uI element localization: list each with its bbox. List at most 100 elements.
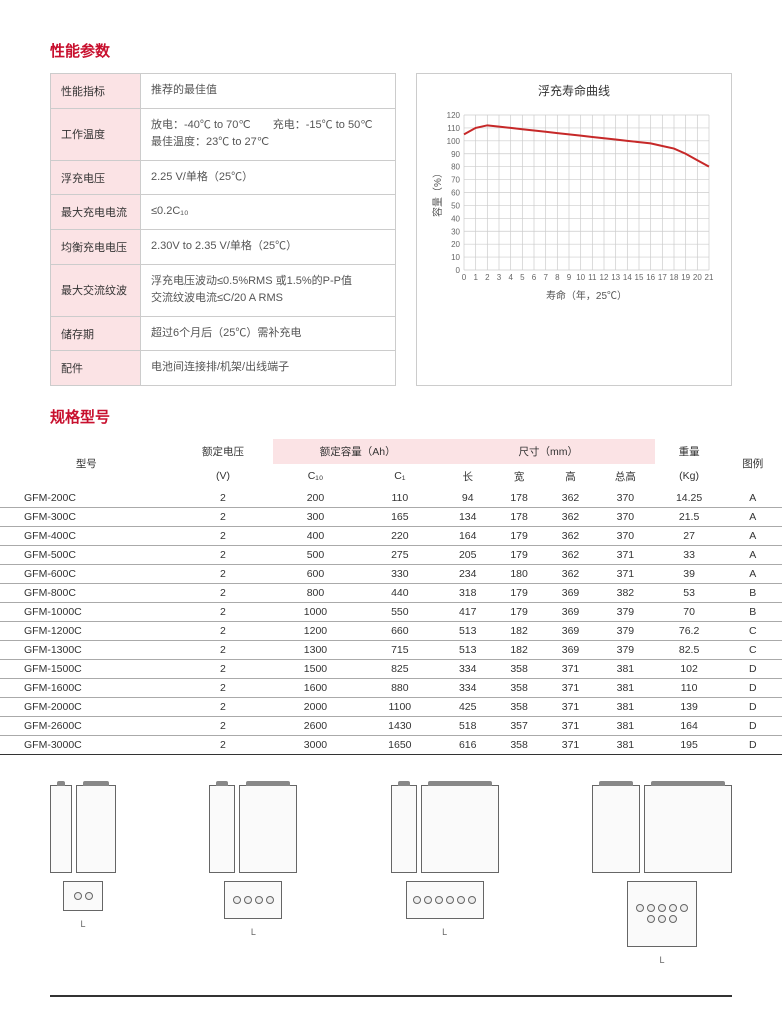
cell-width: 182 [493, 621, 544, 640]
svg-text:120: 120 [447, 111, 461, 120]
cell-voltage: 2 [173, 602, 274, 621]
cell-length: 234 [442, 564, 493, 583]
cell-weight: 70 [655, 602, 724, 621]
terminal-icon [680, 904, 688, 912]
param-key: 最大交流纹波 [51, 264, 141, 316]
col-legend: 图例 [724, 439, 782, 489]
cell-voltage: 2 [173, 659, 274, 678]
param-key: 浮充电压 [51, 160, 141, 195]
cell-legend: A [724, 507, 782, 526]
svg-text:10: 10 [451, 253, 460, 262]
diagram-side-view [76, 785, 116, 873]
svg-text:19: 19 [681, 273, 690, 282]
cell-length: 334 [442, 659, 493, 678]
param-value: 2.30V to 2.35 V/单格（25℃） [141, 229, 396, 264]
cell-c1: 440 [358, 583, 442, 602]
chart-title: 浮充寿命曲线 [429, 82, 719, 99]
terminal-icon [446, 896, 454, 904]
col-c1: C₁ [358, 464, 442, 489]
cell-width: 179 [493, 602, 544, 621]
param-key: 配件 [51, 351, 141, 386]
cell-length: 134 [442, 507, 493, 526]
cell-legend: D [724, 659, 782, 678]
cell-width: 182 [493, 640, 544, 659]
terminal-icon [647, 904, 655, 912]
terminal-icon [85, 892, 93, 900]
cell-legend: D [724, 678, 782, 697]
svg-text:11: 11 [588, 273, 597, 282]
cell-weight: 164 [655, 716, 724, 735]
diagram-unit: L [50, 785, 116, 965]
cell-voltage: 2 [173, 678, 274, 697]
cell-voltage: 2 [173, 545, 274, 564]
svg-text:110: 110 [447, 124, 460, 133]
cell-total-height: 381 [596, 716, 654, 735]
cell-length: 518 [442, 716, 493, 735]
dim-label: L [659, 955, 664, 965]
cell-length: 616 [442, 735, 493, 754]
col-total-height: 总高 [596, 464, 654, 489]
cell-c1: 110 [358, 489, 442, 508]
param-value: 2.25 V/单格（25℃） [141, 160, 396, 195]
cell-voltage: 2 [173, 716, 274, 735]
cell-weight: 82.5 [655, 640, 724, 659]
cell-height: 371 [545, 659, 596, 678]
svg-text:9: 9 [567, 273, 572, 282]
cell-height: 371 [545, 735, 596, 754]
cell-height: 362 [545, 526, 596, 545]
table-row: GFM-500C250027520517936237133A [0, 545, 782, 564]
cell-legend: B [724, 602, 782, 621]
cell-width: 357 [493, 716, 544, 735]
cell-length: 318 [442, 583, 493, 602]
param-value: 放电：-40℃ to 70℃ 充电：-15℃ to 50℃最佳温度：23℃ to… [141, 108, 396, 160]
cell-total-height: 381 [596, 678, 654, 697]
cell-voltage: 2 [173, 489, 274, 508]
cell-height: 362 [545, 545, 596, 564]
diagram-side-view [239, 785, 297, 873]
param-key: 均衡充电电压 [51, 229, 141, 264]
diagram-top-view [406, 881, 484, 919]
cell-total-height: 382 [596, 583, 654, 602]
cell-length: 513 [442, 640, 493, 659]
terminal-icon [413, 896, 421, 904]
col-model: 型号 [0, 439, 173, 489]
svg-text:40: 40 [451, 214, 460, 223]
svg-text:7: 7 [543, 273, 548, 282]
diagram-top-view [627, 881, 697, 947]
cell-voltage: 2 [173, 621, 274, 640]
life-curve-chart: 浮充寿命曲线 010203040506070809010011012001234… [416, 73, 732, 386]
svg-text:寿命（年，25℃）: 寿命（年，25℃） [546, 289, 627, 302]
diagram-side-view [644, 785, 732, 873]
svg-text:2: 2 [485, 273, 490, 282]
cell-c1: 1650 [358, 735, 442, 754]
cell-c1: 1100 [358, 697, 442, 716]
svg-text:5: 5 [520, 273, 525, 282]
svg-text:0: 0 [462, 273, 467, 282]
svg-text:30: 30 [451, 227, 460, 236]
svg-text:13: 13 [611, 273, 620, 282]
cell-height: 362 [545, 564, 596, 583]
cell-length: 205 [442, 545, 493, 564]
table-row: GFM-1300C2130071551318236937982.5C [0, 640, 782, 659]
param-header-k: 性能指标 [51, 74, 141, 109]
spec-table: 型号 额定电压 额定容量（Ah） 尺寸（mm） 重量 图例 (V) C₁₀ C₁… [0, 439, 782, 755]
cell-c10: 1300 [273, 640, 357, 659]
cell-c1: 825 [358, 659, 442, 678]
table-row: GFM-1000C2100055041717936937970B [0, 602, 782, 621]
cell-weight: 33 [655, 545, 724, 564]
cell-weight: 139 [655, 697, 724, 716]
col-capacity-group: 额定容量（Ah） [273, 439, 442, 464]
col-height: 高 [545, 464, 596, 489]
table-row: GFM-300C230016513417836237021.5A [0, 507, 782, 526]
cell-width: 180 [493, 564, 544, 583]
cell-total-height: 371 [596, 545, 654, 564]
svg-text:18: 18 [670, 273, 679, 282]
diagrams-row: LLLL [50, 785, 732, 965]
cell-weight: 14.25 [655, 489, 724, 508]
svg-text:12: 12 [600, 273, 609, 282]
cell-model: GFM-500C [0, 545, 173, 564]
col-weight: 重量 [655, 439, 724, 464]
cell-weight: 21.5 [655, 507, 724, 526]
cell-legend: A [724, 489, 782, 508]
diagram-top-view [224, 881, 282, 919]
